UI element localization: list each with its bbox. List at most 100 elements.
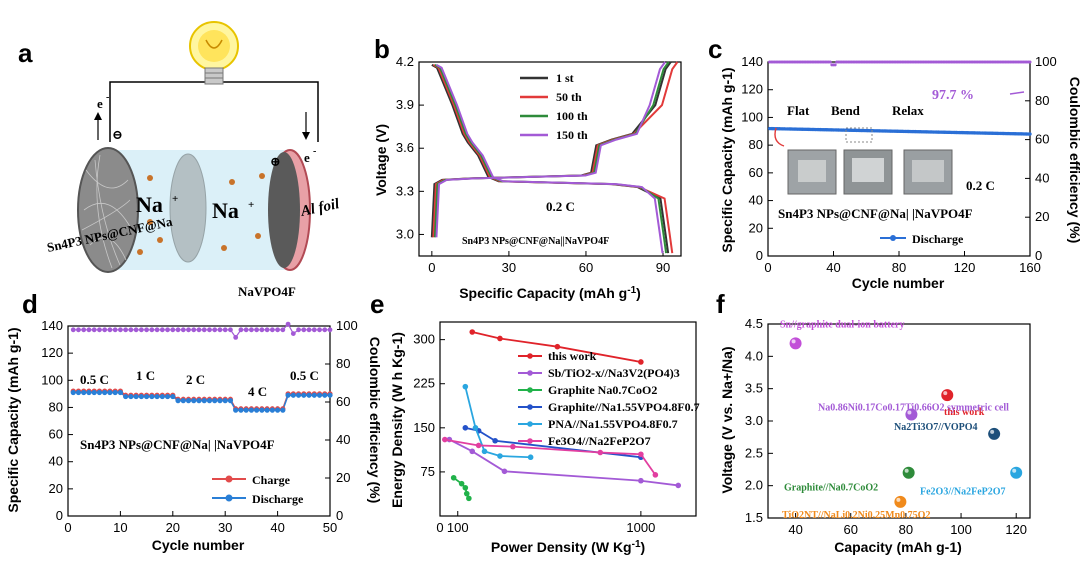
ce-point-d xyxy=(269,327,275,333)
ce-point xyxy=(833,63,837,67)
discharge-point-d xyxy=(227,398,234,404)
legend-marker-e-1 xyxy=(527,370,533,376)
ion-dots xyxy=(137,173,265,255)
legend-label-e-1: Sb/TiO2-x//Na3V2(PO4)3 xyxy=(548,366,680,380)
ce-point xyxy=(828,60,832,64)
discharge-point-d xyxy=(112,389,118,396)
bubble-3 xyxy=(987,426,1002,441)
discharge-point-d xyxy=(144,393,150,400)
y-tick-label-f: 3.0 xyxy=(745,413,763,428)
bubble-6 xyxy=(893,494,908,509)
y-tick-right-label-c: 100 xyxy=(1035,54,1057,69)
y-tick-right-label-d: 20 xyxy=(336,470,350,485)
bubble-0 xyxy=(788,336,803,351)
ce-point-d xyxy=(233,335,239,340)
ce-point-d xyxy=(149,327,155,333)
legend-label-b-0: 1 st xyxy=(556,71,574,85)
bubble-4 xyxy=(901,465,916,480)
ce-point-d xyxy=(159,327,165,333)
discharge-point-d xyxy=(128,393,134,400)
ragone-point-4 xyxy=(527,454,534,461)
ragone-point-3 xyxy=(492,437,498,444)
bubble-highlight-0 xyxy=(791,339,796,344)
ce-point-d xyxy=(317,327,322,333)
legend-label-e-3: Graphite//Na1.55VPO4.8F0.7 xyxy=(548,400,700,414)
electron-arrowhead-down-icon xyxy=(302,132,310,140)
bubble-5 xyxy=(1009,465,1024,480)
discharge-point-d xyxy=(117,389,123,396)
discharge-curve-0 xyxy=(431,64,670,254)
ce-point-d xyxy=(170,327,176,333)
ragone-point-5 xyxy=(510,443,516,450)
x-tick-label-b: 30 xyxy=(502,260,516,275)
bubble-label-2: Na0.86Ni0.17Co0.17Ti0.66O2 symmetric cel… xyxy=(818,403,1009,414)
ce-point-d xyxy=(322,327,328,333)
x-tick-label-c: 40 xyxy=(826,260,840,275)
ce-point-d xyxy=(191,327,197,333)
discharge-point-d xyxy=(175,398,181,404)
minus-terminal-icon: ⊖ xyxy=(112,127,123,142)
ragone-point-0 xyxy=(554,343,561,350)
ce-point-d xyxy=(249,327,254,333)
ce-point-d xyxy=(86,327,92,333)
x-tick-label-e: 0 xyxy=(436,520,443,535)
y-tick-label-d: 20 xyxy=(49,481,63,496)
ragone-point-4 xyxy=(481,448,488,455)
ce-point-d xyxy=(296,327,301,333)
charge-curve-3 xyxy=(435,61,666,238)
ragone-point-0 xyxy=(638,359,644,365)
discharge-point-d xyxy=(191,398,197,404)
discharge-point-d xyxy=(280,407,286,413)
plot-frame-d xyxy=(67,325,331,517)
y-tick-right-label-d: 80 xyxy=(336,356,350,371)
y-tick-label-b: 4.2 xyxy=(396,54,414,69)
discharge-curve-1 xyxy=(432,64,674,254)
bubble-label-0: Sn//graphite dual-ion battery xyxy=(780,319,904,330)
ylabel-d: Specific Capacity (mAh g-1) xyxy=(5,327,21,512)
discharge-point-d xyxy=(201,398,207,404)
ragone-point-0 xyxy=(497,335,503,342)
axis-ticks-c: 0 40 80 120 16002040608010012014002040608010… xyxy=(741,54,1056,275)
discharge-point-d xyxy=(123,393,129,400)
flat-arrow-icon xyxy=(774,127,785,147)
ce-point-d xyxy=(97,327,102,333)
discharge-point-d xyxy=(275,407,281,413)
ragone-point-5 xyxy=(652,472,659,478)
discharge-point-d xyxy=(327,392,333,398)
legend-discharge-c: Discharge xyxy=(912,232,964,246)
bubble-label-6: TiO2NT//NaLi0.2Ni0.25Mn0.75O2 xyxy=(782,510,930,521)
y-tick-label-c: 80 xyxy=(749,137,763,152)
legend-b: 1 st 50 th 100 th 150 th xyxy=(520,71,588,142)
y-tick-label-c: 60 xyxy=(749,165,763,180)
discharge-point-d xyxy=(264,407,270,413)
bubble-label-3: Na2Ti3O7//VOPO4 xyxy=(894,422,978,433)
y-tick-label-f: 3.5 xyxy=(745,381,763,396)
panel-c: c 0 40 80 120 160020406080100120140020406080… xyxy=(708,34,1080,291)
y-tick-right-label-c: 60 xyxy=(1035,132,1049,147)
panel-label-e: e xyxy=(370,289,384,319)
panel-label-c: c xyxy=(708,34,722,64)
electron-sup-left: - xyxy=(106,92,109,103)
y-tick-label-d: 60 xyxy=(49,427,63,442)
ce-point-d xyxy=(290,331,296,336)
legend-d: Charge Discharge xyxy=(212,473,304,506)
discharge-point xyxy=(1028,132,1032,136)
x-tick-label-f: 100 xyxy=(950,522,972,537)
discharge-point-d xyxy=(316,392,323,398)
ce-point-d xyxy=(327,327,333,333)
ce-point-d xyxy=(112,327,118,333)
ragone-point-0 xyxy=(469,329,476,335)
discharge-point-d xyxy=(285,392,291,398)
x-tick-label-d: 30 xyxy=(218,520,232,535)
ce-point-d xyxy=(138,327,144,333)
ce-point-d xyxy=(123,327,129,333)
ce-point-d xyxy=(311,327,317,333)
y-tick-label-e: 300 xyxy=(413,332,435,347)
ce-point-d xyxy=(81,327,87,333)
discharge-point-d xyxy=(133,393,139,400)
cathode-label: NaVPO4F xyxy=(238,284,296,299)
discharge-curve-2 xyxy=(434,64,668,254)
ce-point-d xyxy=(133,327,139,333)
ragone-line-0 xyxy=(472,331,642,363)
